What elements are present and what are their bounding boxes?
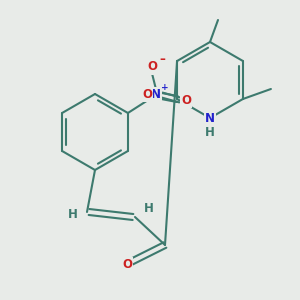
Text: N: N — [151, 88, 161, 101]
Text: O: O — [142, 88, 152, 100]
Text: +: + — [161, 83, 169, 92]
Text: O: O — [147, 61, 157, 74]
Text: H: H — [205, 125, 215, 139]
Text: –: – — [159, 52, 165, 65]
Text: N: N — [205, 112, 215, 124]
Text: O: O — [122, 259, 132, 272]
Text: H: H — [68, 208, 78, 221]
Text: O: O — [181, 94, 191, 106]
Text: H: H — [144, 202, 154, 215]
